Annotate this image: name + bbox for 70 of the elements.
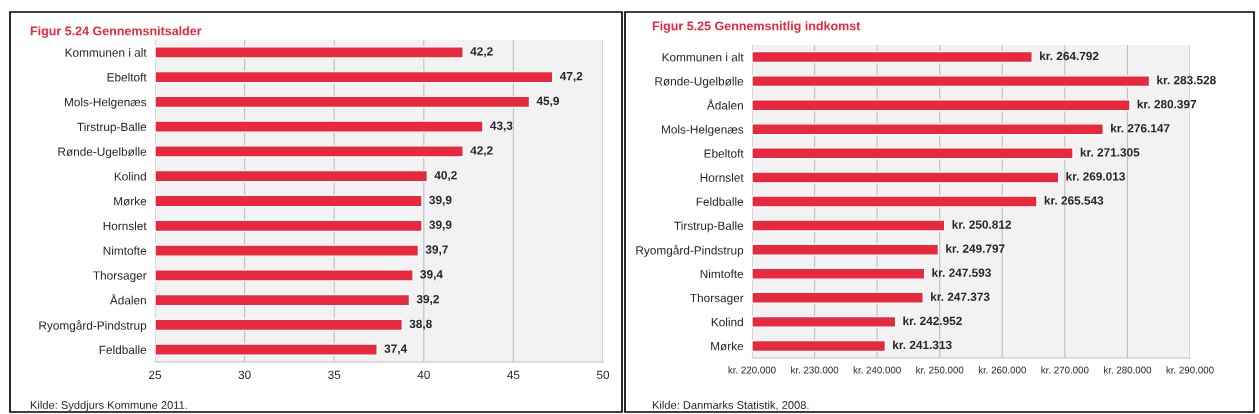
text: Kilde: Danmarks Statistik, 2008. bbox=[652, 400, 809, 411]
data-label: 39,4 bbox=[420, 270, 443, 281]
y-tick-label: Tirstrup-Balle bbox=[674, 221, 744, 233]
y-tick-label: Mørke bbox=[114, 196, 147, 206]
text: Kilde: Syddjurs Kommune 2011. bbox=[30, 400, 187, 412]
y-tick-label: Ådalen bbox=[109, 294, 146, 305]
y-tick-label: Feldballe bbox=[99, 345, 147, 355]
x-tick-label: kr. 220.000 bbox=[728, 366, 776, 374]
y-tick-label: Kommunen i alt bbox=[65, 48, 147, 57]
y-tick-label: Ebeltoft bbox=[107, 72, 147, 82]
data-label: 39,2 bbox=[416, 294, 439, 305]
data-label: kr. 269.013 bbox=[1066, 171, 1125, 181]
x-tick-label: 45 bbox=[507, 370, 520, 379]
data-label: 37,4 bbox=[384, 344, 408, 355]
y-tick-label: Feldballe bbox=[696, 197, 744, 206]
data-label: 39,7 bbox=[425, 245, 448, 256]
data-label: 45,9 bbox=[536, 96, 560, 107]
y-tick-label: Thorsager bbox=[93, 271, 147, 283]
x-tick-label: 50 bbox=[596, 370, 610, 379]
y-tick-label: Ryomgård-Pindstrup bbox=[636, 244, 744, 257]
data-label: kr. 250.812 bbox=[952, 220, 1012, 229]
data-label: 43,3 bbox=[490, 121, 513, 132]
data-label: 39,9 bbox=[429, 220, 452, 231]
x-tick-label: kr. 250.000 bbox=[916, 366, 964, 374]
data-label: kr. 264.792 bbox=[1040, 51, 1099, 61]
data-label: kr. 249.797 bbox=[946, 244, 1005, 253]
y-tick-label: Kolind bbox=[711, 317, 743, 327]
data-label: 42,2 bbox=[470, 146, 493, 157]
x-tick-label: kr. 230.000 bbox=[791, 366, 839, 374]
x-tick-label: kr. 280.000 bbox=[1104, 366, 1152, 374]
x-tick-label: 30 bbox=[238, 370, 251, 379]
data-label: kr. 241.313 bbox=[893, 340, 952, 350]
data-label: 38,8 bbox=[409, 319, 432, 330]
data-label: kr. 280.397 bbox=[1137, 99, 1197, 109]
data-label: 39,9 bbox=[429, 195, 452, 206]
data-label: kr. 276.147 bbox=[1111, 123, 1170, 133]
x-tick-label: kr. 270.000 bbox=[1041, 366, 1089, 374]
y-tick-label: Hornslet bbox=[103, 221, 147, 231]
data-label: kr. 247.373 bbox=[931, 292, 990, 301]
data-label: kr. 247.593 bbox=[932, 268, 991, 277]
y-tick-label: Kolind bbox=[114, 171, 146, 181]
y-tick-label: Mols-Helgenæs bbox=[64, 97, 147, 109]
data-label: kr. 283.528 bbox=[1157, 75, 1216, 85]
x-tick-label: 35 bbox=[328, 370, 341, 379]
y-tick-label: Ådalen bbox=[706, 99, 743, 110]
y-tick-label: Nimtofte bbox=[103, 246, 147, 255]
data-label: 40,2 bbox=[434, 171, 457, 182]
data-label: kr. 265.543 bbox=[1044, 196, 1104, 205]
data-label: 42,2 bbox=[470, 47, 493, 58]
chart-title: Figur 5.24 Gennemsnitsalder bbox=[30, 26, 202, 38]
x-tick-label: 40 bbox=[417, 370, 430, 379]
y-tick-label: Tirstrup-Balle bbox=[77, 122, 147, 134]
data-label: 47,2 bbox=[559, 71, 583, 83]
y-tick-label: Hornslet bbox=[700, 173, 744, 182]
y-tick-label: Nimtofte bbox=[700, 269, 744, 279]
data-label: kr. 242.952 bbox=[903, 316, 962, 326]
y-tick-label: Rønde-Ugelbølle bbox=[58, 147, 147, 159]
x-tick-label: kr. 260.000 bbox=[978, 366, 1026, 374]
y-tick-label: Ryomgård-Pindstrup bbox=[39, 320, 147, 333]
y-tick-label: Kommunen i alt bbox=[662, 52, 744, 62]
x-tick-label: kr. 240.000 bbox=[853, 366, 901, 374]
chart-title: Figur 5.25 Gennemsnitlig indkomst bbox=[652, 21, 861, 33]
x-tick-label: 25 bbox=[149, 370, 162, 379]
x-tick-label: kr. 290.000 bbox=[1166, 366, 1214, 374]
data-label: kr. 271.305 bbox=[1080, 147, 1140, 157]
y-tick-label: Thorsager bbox=[690, 293, 744, 305]
y-tick-label: Ebeltoft bbox=[704, 149, 744, 158]
y-tick-label: Rønde-Ugelbølle bbox=[655, 76, 744, 88]
y-tick-label: Mørke bbox=[711, 341, 744, 351]
y-tick-label: Mols-Helgenæs bbox=[661, 124, 744, 136]
